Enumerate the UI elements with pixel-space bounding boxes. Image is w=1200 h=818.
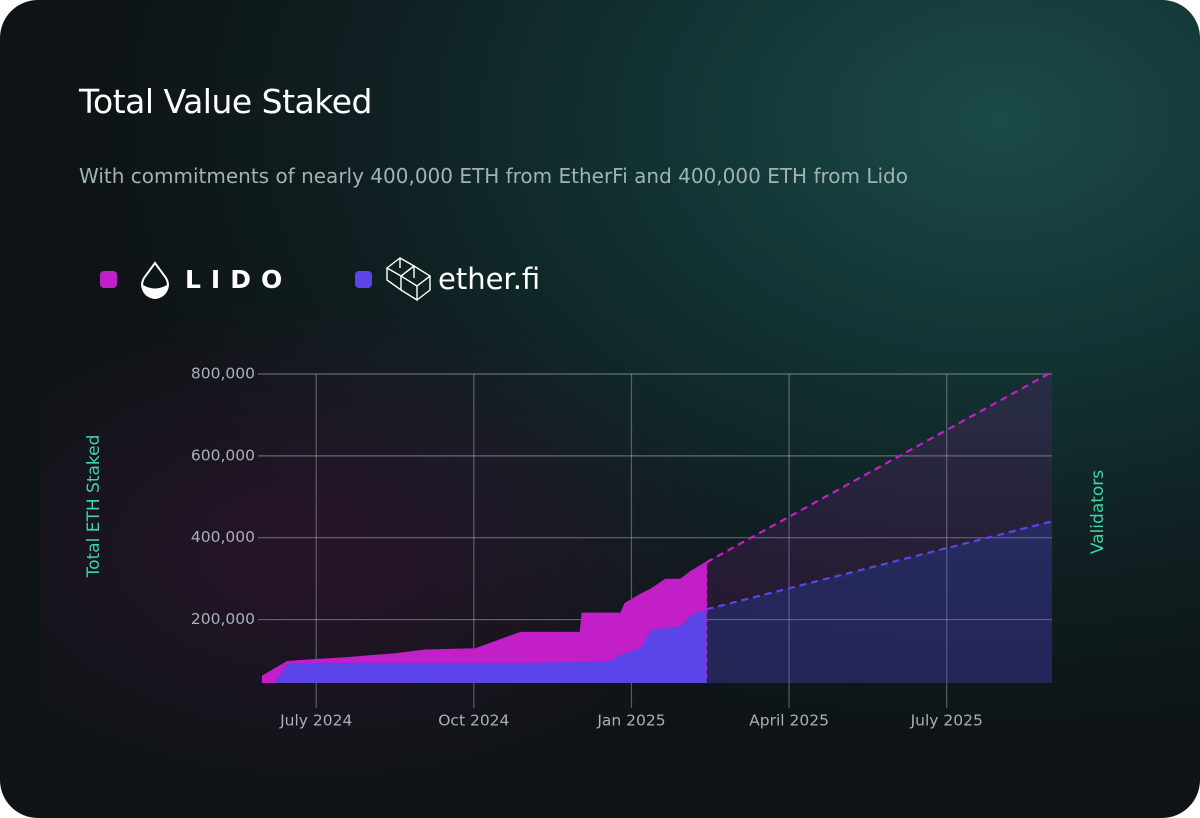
projection-line [705,370,1053,564]
projection-fill [706,371,1052,610]
y2-axis-label: Validators [1088,470,1108,554]
etherfi-logo [385,257,432,302]
chart-subtitle: With commitments of nearly 400,000 ETH f… [79,164,908,188]
projection-fill [706,521,1052,683]
chart-title: Total Value Staked [78,82,372,121]
background-glow [40,300,740,800]
y-tick-label: 600,000 [191,446,255,464]
plot-area [262,370,1053,683]
x-tick-label: Jan 2025 [596,712,665,730]
x-tick-label: Oct 2024 [438,712,509,730]
legend-label: LIDO [185,265,292,294]
y-tick-label: 200,000 [191,610,255,628]
legend-label: ether.fi [438,262,540,296]
y-tick-label: 400,000 [191,528,255,546]
x-tick-label: July 2025 [910,712,983,730]
area-edge [262,561,707,678]
y-axis-label: Total ETH Staked [84,435,104,579]
y-tick-label: 800,000 [191,365,255,383]
lido-logo [141,261,169,299]
x-tick-label: April 2025 [749,712,829,730]
x-tick-label: July 2024 [279,712,352,730]
legend-swatch [355,271,372,288]
legend-swatch [100,271,117,288]
